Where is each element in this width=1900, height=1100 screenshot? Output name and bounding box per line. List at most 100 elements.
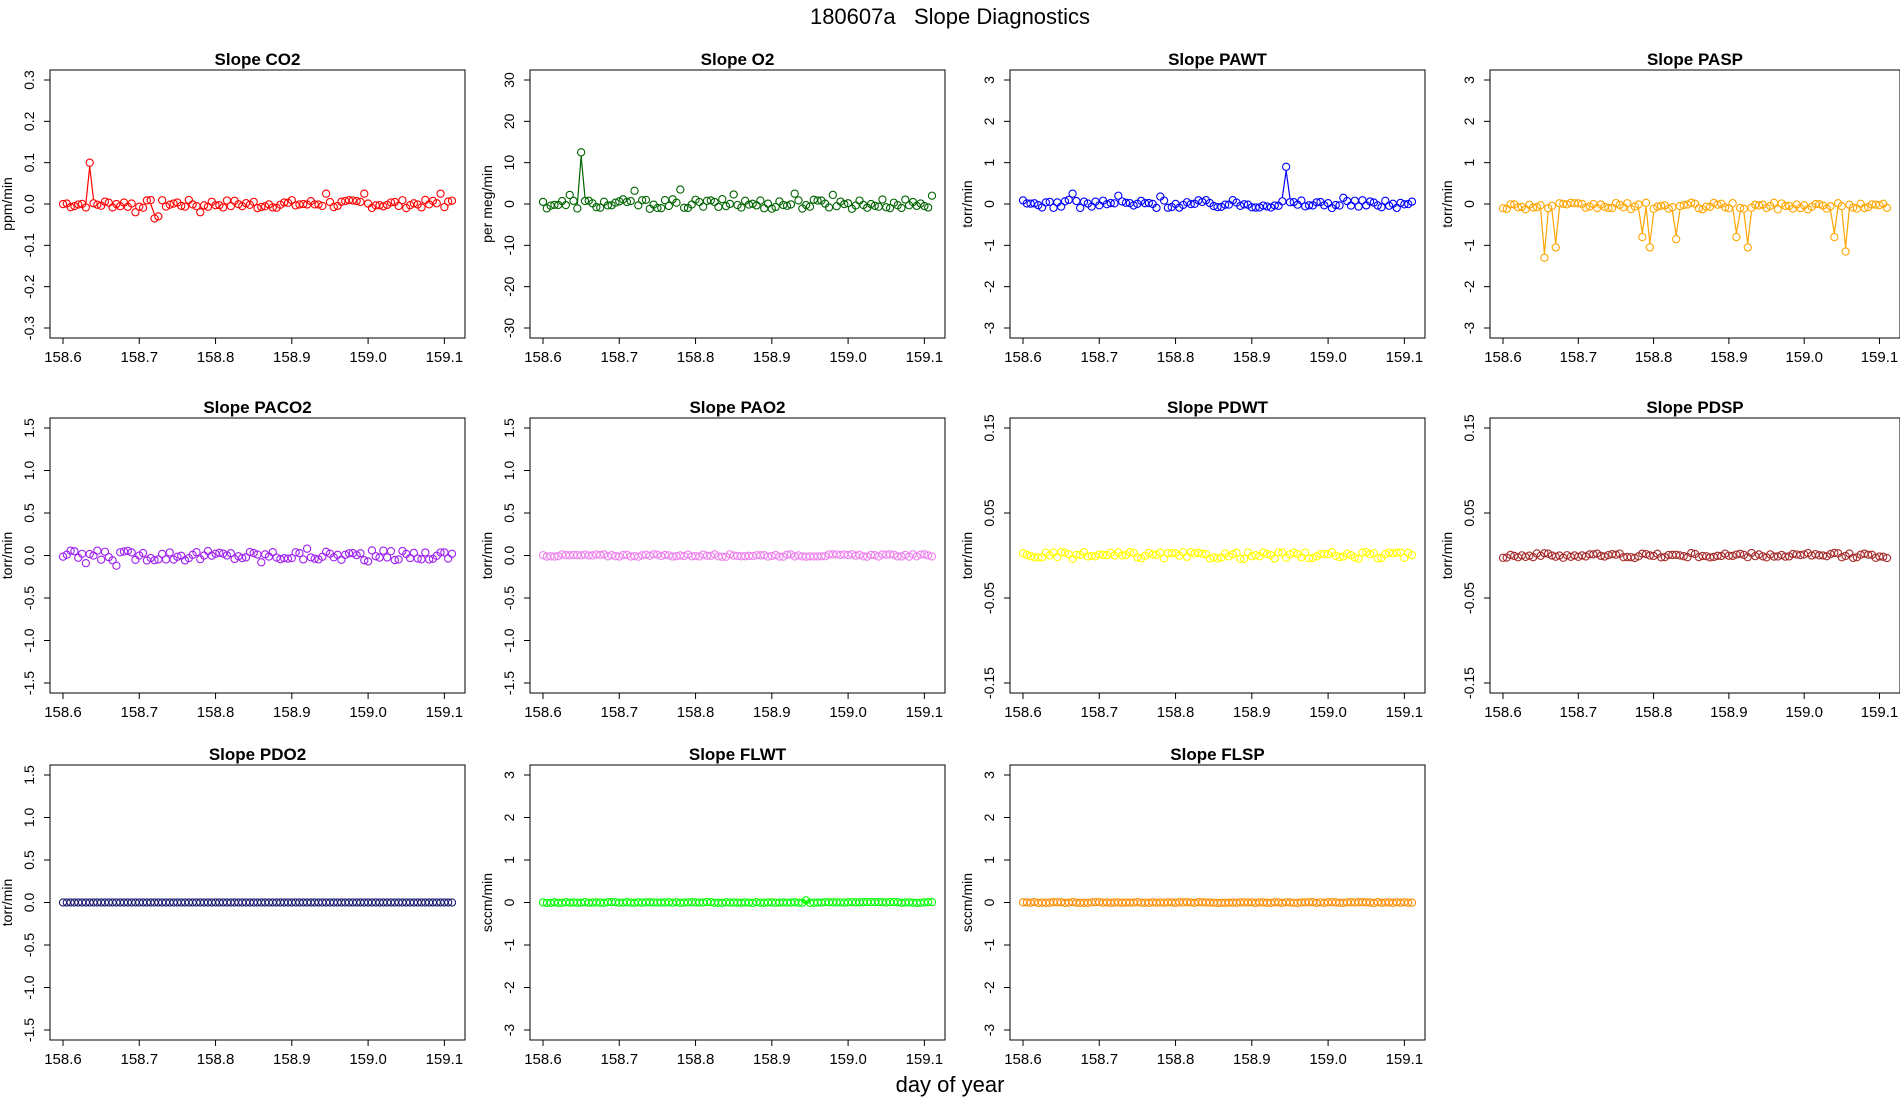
chart-slope-paco2: Slope PACO2 torr/min -1.5 -1.0 -0.5 0.0 0.5 1.0… <box>0 398 466 721</box>
x-tick-label: 159.0 <box>1785 704 1823 721</box>
data-point <box>1041 198 1051 207</box>
data-point <box>782 550 792 559</box>
data-point <box>1251 550 1260 560</box>
data-point <box>249 197 258 207</box>
data-point <box>1289 548 1298 557</box>
data-point <box>1304 201 1314 210</box>
x-tick-label: 158.9 <box>1710 349 1748 366</box>
data-point <box>1259 201 1268 210</box>
chart-slope-o2: Slope O2 per meg/min -30 -20 -10 0 10 20 30 158.6… <box>479 50 946 366</box>
data-point <box>1811 199 1820 209</box>
data-point <box>1030 199 1039 208</box>
data-point <box>135 202 144 211</box>
data-point <box>321 547 331 556</box>
data-point <box>1875 552 1884 561</box>
series-line <box>1743 212 1749 244</box>
data-point <box>161 555 171 564</box>
y-tick-label: -1 <box>981 239 997 252</box>
data-point <box>1335 552 1344 562</box>
x-tick-label: 158.6 <box>44 1051 82 1068</box>
y-tick-label: 3 <box>501 771 517 779</box>
data-point <box>1148 550 1157 559</box>
data-point <box>1194 548 1203 557</box>
data-point <box>706 196 715 205</box>
panel-title: Slope PDSP <box>1646 398 1743 417</box>
x-tick-label: 158.9 <box>1233 1051 1271 1068</box>
data-point <box>1381 196 1390 205</box>
data-point <box>1860 203 1869 213</box>
data-point <box>1274 548 1283 557</box>
data-point <box>81 203 91 212</box>
y-axis-label: ppm/min <box>0 177 15 231</box>
data-point <box>1551 243 1560 252</box>
data-point <box>756 196 765 205</box>
data-point <box>417 203 426 212</box>
data-point <box>927 552 937 561</box>
data-point <box>641 195 651 204</box>
data-point <box>116 548 125 557</box>
data-point <box>146 195 155 205</box>
data-point <box>1159 554 1169 563</box>
x-tick-label: 158.6 <box>44 349 82 366</box>
data-point <box>603 201 612 210</box>
data-point <box>318 201 327 211</box>
data-point <box>771 550 780 560</box>
data-point <box>66 203 75 212</box>
x-tick-label: 158.6 <box>524 704 562 721</box>
data-point <box>1262 549 1272 559</box>
data-point <box>1163 203 1173 212</box>
data-point <box>241 553 251 562</box>
data-point <box>767 204 776 213</box>
data-point <box>1882 203 1892 213</box>
data-point <box>1110 199 1119 208</box>
data-point <box>1882 553 1892 563</box>
data-point <box>85 158 94 167</box>
data-point <box>1270 554 1279 563</box>
y-tick-label: -3 <box>1461 322 1477 335</box>
data-point <box>1743 243 1752 252</box>
data-point <box>138 203 148 212</box>
data-point <box>538 551 548 560</box>
data-point <box>786 200 796 209</box>
data-point <box>1373 554 1382 563</box>
x-tick-label: 158.7 <box>121 1051 159 1068</box>
data-point <box>1600 552 1609 561</box>
data-point <box>329 202 338 212</box>
data-point <box>1304 554 1314 563</box>
data-point <box>1365 550 1375 559</box>
data-point <box>325 197 335 207</box>
data-point <box>184 195 194 205</box>
data-point <box>165 200 174 209</box>
data-point <box>1758 552 1767 561</box>
data-point <box>1841 247 1850 256</box>
data-point <box>100 547 110 556</box>
data-point <box>576 148 586 157</box>
series-line <box>1285 170 1291 199</box>
data-point <box>699 550 708 559</box>
series-line <box>1543 212 1549 254</box>
data-point <box>924 203 933 212</box>
data-point <box>394 201 403 211</box>
data-point <box>444 554 453 563</box>
data-point <box>1536 201 1545 210</box>
data-point <box>1072 550 1081 560</box>
x-tick-label: 158.6 <box>44 704 82 721</box>
y-tick-label: 0.0 <box>21 893 37 913</box>
x-tick-label: 158.7 <box>1560 349 1598 366</box>
data-point <box>924 551 933 560</box>
data-point <box>1604 203 1613 213</box>
series-line <box>1555 207 1561 244</box>
data-point <box>180 202 190 211</box>
x-tick-label: 158.8 <box>197 1051 235 1068</box>
y-tick-label: 3 <box>981 771 997 779</box>
series-line <box>1829 210 1835 234</box>
data-point <box>790 189 799 198</box>
data-point <box>1498 553 1508 562</box>
panel-title: Slope PDWT <box>1167 398 1269 417</box>
series-line <box>150 203 156 215</box>
data-point <box>676 185 685 194</box>
data-point <box>199 201 209 210</box>
data-point <box>859 552 868 561</box>
y-tick-label: -0.1 <box>21 233 37 257</box>
y-tick-label: -1 <box>981 939 997 952</box>
